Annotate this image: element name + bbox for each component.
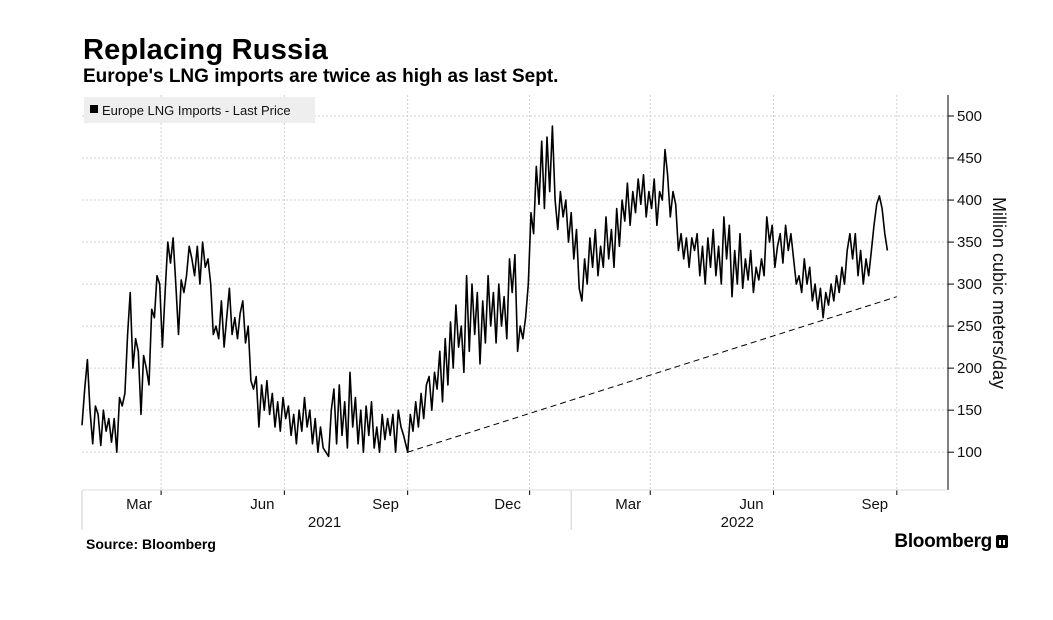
- y-tick-label: 350: [957, 234, 982, 251]
- y-tick-label: 250: [957, 318, 982, 335]
- chart-subtitle: Europe's LNG imports are twice as high a…: [83, 66, 559, 87]
- y-tick-label: 300: [957, 276, 982, 293]
- trendline: [407, 296, 897, 453]
- y-tick-label: 100: [957, 444, 982, 461]
- x-tick-label: Sep: [861, 496, 888, 513]
- bloomberg-terminal-icon: [996, 535, 1008, 548]
- legend: Europe LNG Imports - Last Price: [84, 97, 315, 123]
- chart-title: Replacing Russia: [83, 34, 328, 66]
- x-tick-label: Sep: [372, 496, 399, 513]
- source-note: Source: Bloomberg: [86, 536, 216, 552]
- y-tick-label: 500: [957, 108, 982, 125]
- x-tick-label: Mar: [615, 496, 641, 513]
- x-year-label: 2022: [721, 514, 754, 531]
- x-tick-label: Jun: [739, 496, 763, 513]
- y-tick-label: 450: [957, 150, 982, 167]
- y-tick-label: 400: [957, 192, 982, 209]
- brand-name: Bloomberg: [894, 531, 992, 552]
- x-axis-ticks: Mar Jun Sep Dec Mar Jun Sep 2021 2022: [81, 490, 898, 531]
- y-tick-label: 200: [957, 360, 982, 377]
- y-axis-label: Million cubic meters/day: [989, 197, 1009, 389]
- brand-logo: Bloomberg: [894, 531, 1008, 553]
- legend-swatch: [90, 105, 98, 113]
- legend-box: [84, 97, 315, 123]
- x-tick-label: Mar: [126, 496, 152, 513]
- series-line: [81, 125, 889, 458]
- x-year-label: 2021: [308, 514, 341, 531]
- y-axis-ticks: 100 150 200 250 300 350 400 450 500: [948, 108, 982, 461]
- legend-label: Europe LNG Imports - Last Price: [102, 103, 291, 118]
- x-tick-label: Jun: [250, 496, 274, 513]
- x-tick-label: Dec: [494, 496, 521, 513]
- y-tick-label: 150: [957, 402, 982, 419]
